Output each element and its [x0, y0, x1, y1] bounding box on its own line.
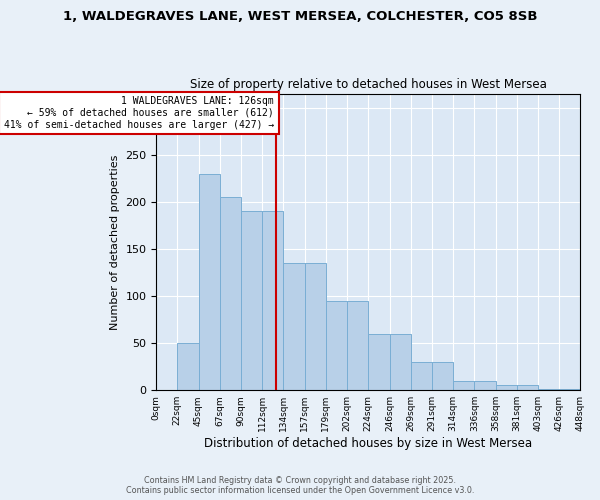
Bar [177, 343, 199, 390]
Bar [220, 197, 241, 390]
Y-axis label: Number of detached properties: Number of detached properties [110, 154, 119, 330]
Bar [305, 263, 326, 390]
Text: Contains HM Land Registry data © Crown copyright and database right 2025.
Contai: Contains HM Land Registry data © Crown c… [126, 476, 474, 495]
X-axis label: Distribution of detached houses by size in West Mersea: Distribution of detached houses by size … [204, 437, 532, 450]
Bar [262, 212, 283, 390]
Bar [199, 174, 220, 390]
Title: Size of property relative to detached houses in West Mersea: Size of property relative to detached ho… [190, 78, 547, 91]
Bar [241, 212, 262, 390]
Bar [453, 381, 475, 390]
Bar [389, 334, 411, 390]
Bar [283, 263, 305, 390]
Bar [432, 362, 453, 390]
Bar [368, 334, 389, 390]
Bar [326, 300, 347, 390]
Bar [347, 300, 368, 390]
Bar [517, 386, 538, 390]
Bar [496, 386, 517, 390]
Text: 1 WALDEGRAVES LANE: 126sqm
← 59% of detached houses are smaller (612)
41% of sem: 1 WALDEGRAVES LANE: 126sqm ← 59% of deta… [4, 96, 274, 130]
Bar [411, 362, 432, 390]
Bar [475, 381, 496, 390]
Text: 1, WALDEGRAVES LANE, WEST MERSEA, COLCHESTER, CO5 8SB: 1, WALDEGRAVES LANE, WEST MERSEA, COLCHE… [63, 10, 537, 23]
